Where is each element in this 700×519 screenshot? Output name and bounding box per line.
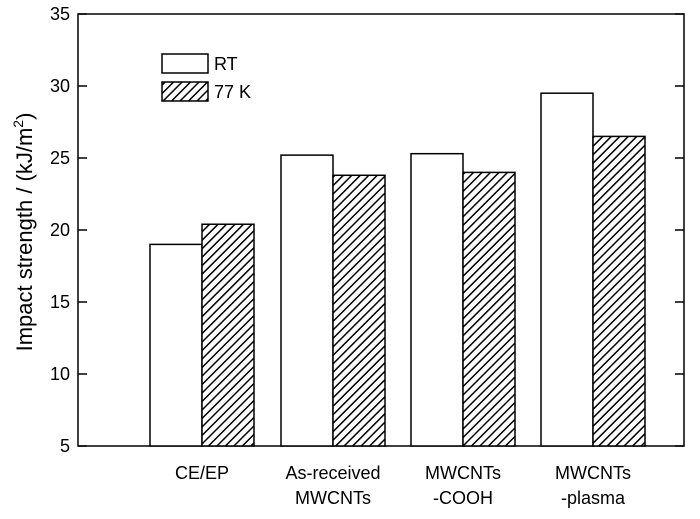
x-category-label-3: MWCNTs -plasma	[555, 463, 631, 508]
x-category-label-line: CE/EP	[175, 463, 229, 483]
y-tick-label-15: 15	[50, 292, 70, 312]
bar-77k-0	[201, 223, 255, 447]
legend-label-0: RT	[214, 54, 238, 74]
x-category-label-line: MWCNTs	[295, 488, 371, 508]
bar-77k-2	[462, 171, 516, 447]
y-axis-title: Impact strength / (kJ/m2)	[10, 113, 37, 352]
bar-77k-3	[592, 135, 646, 447]
y-axis-title-tail: )	[12, 113, 37, 120]
bar-rt-0	[149, 243, 203, 447]
y-axis-title-superscript: 2	[10, 120, 26, 128]
x-category-label-line: -plasma	[561, 488, 626, 508]
bar-77k-1	[332, 174, 386, 447]
y-tick-label-30: 30	[50, 76, 70, 96]
y-tick-label-10: 10	[50, 364, 70, 384]
legend-swatch-0	[161, 53, 209, 74]
legend-swatch-1	[161, 81, 209, 102]
y-tick-label-25: 25	[50, 148, 70, 168]
x-category-label-line: MWCNTs	[555, 463, 631, 483]
bar-rt-3	[540, 92, 594, 447]
bar-rt-1	[280, 154, 334, 447]
x-category-label-line: -COOH	[433, 488, 493, 508]
x-category-label-2: MWCNTs -COOH	[425, 463, 501, 508]
x-category-label-1: As-received MWCNTs	[285, 463, 380, 508]
x-category-label-0: CE/EP	[175, 463, 229, 483]
bar-rt-2	[410, 152, 464, 447]
y-tick-label-5: 5	[60, 436, 70, 456]
y-tick-label-35: 35	[50, 4, 70, 24]
x-category-label-line: MWCNTs	[425, 463, 501, 483]
legend-label-1: 77 K	[214, 82, 251, 102]
y-axis-title-main: Impact strength / (kJ/m	[12, 128, 37, 352]
x-category-label-line: As-received	[285, 463, 380, 483]
y-tick-label-20: 20	[50, 220, 70, 240]
